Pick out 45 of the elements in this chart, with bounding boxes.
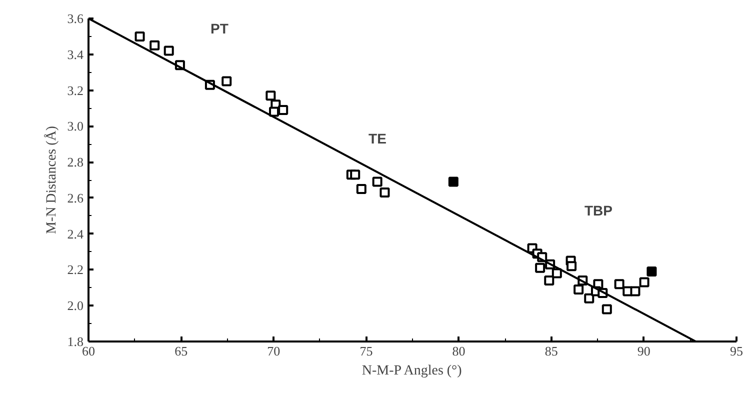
x-tick-label: 90 [637,344,650,358]
point [535,262,546,273]
y-tick-label: 3.6 [67,11,84,26]
y-tick-label: 3.0 [67,118,84,134]
x-tick-label: 60 [82,344,95,358]
point [614,279,624,290]
point [552,268,562,278]
point [574,284,584,294]
point [646,266,657,277]
point [448,176,458,187]
y-tick-label: 3.2 [67,82,84,98]
point [544,275,554,286]
point [639,277,650,288]
y-tick-label: 1.8 [67,334,84,349]
point [584,293,594,304]
point [380,188,390,198]
annotation: TBP [584,202,612,218]
annotation: TE [368,130,386,146]
point [164,46,174,56]
point [350,170,360,180]
point [356,184,366,194]
x-tick-label: 85 [544,344,558,358]
y-tick-label: 2.4 [67,226,84,242]
x-tick-label: 75 [360,344,373,358]
point [566,261,577,272]
x-axis-title: N-M-P Angles (°) [362,364,462,378]
x-tick-label: 70 [267,344,280,358]
y-tick-label: 2.0 [67,298,84,314]
y-tick-label: 2.2 [67,262,84,278]
x-tick-label: 65 [174,344,188,358]
annotation: PT [210,20,229,36]
x-tick-label: 80 [452,344,466,358]
point [150,40,160,50]
y-axis-title: M-N Distances (Å) [43,126,60,234]
point [266,90,276,101]
y-tick-label: 3.4 [67,46,84,62]
y-tick-label: 2.6 [67,190,84,206]
point [372,176,382,187]
y-tick-label: 2.8 [67,154,84,170]
point [278,105,288,116]
point [222,76,232,86]
point [134,31,145,42]
point [630,286,640,296]
point [602,304,612,314]
x-tick-label: 95 [730,344,743,358]
